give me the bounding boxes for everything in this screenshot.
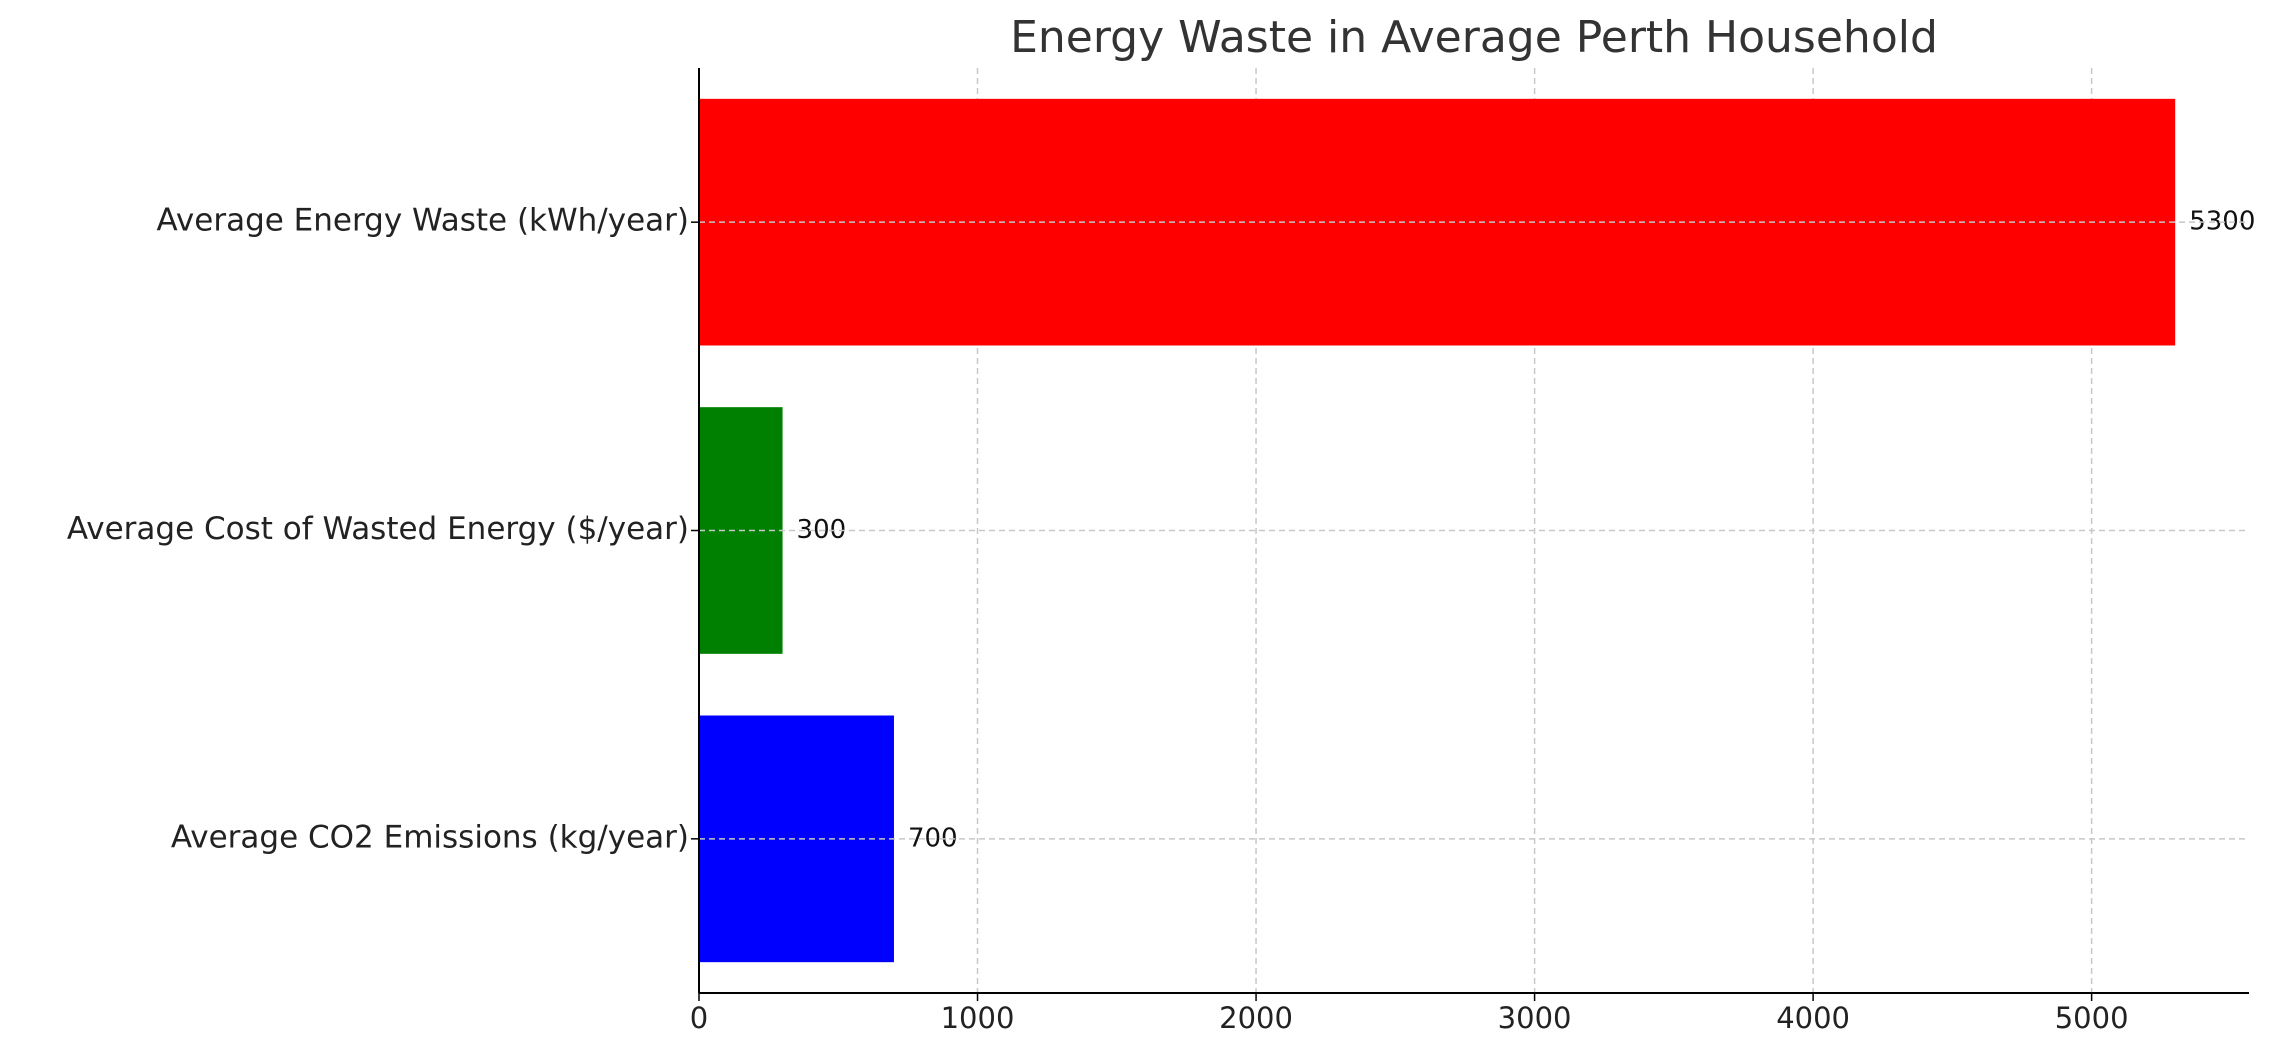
x-tick-label: 0 bbox=[690, 1001, 708, 1035]
x-tick-label: 2000 bbox=[1219, 1001, 1293, 1035]
x-tick-label: 5000 bbox=[2055, 1001, 2129, 1035]
x-tick-label: 1000 bbox=[941, 1001, 1015, 1035]
chart-title: Energy Waste in Average Perth Household bbox=[1010, 12, 1938, 63]
x-tick-label: 4000 bbox=[1776, 1001, 1850, 1035]
x-tick-label: 3000 bbox=[1498, 1001, 1572, 1035]
y-tick-label: Average CO2 Emissions (kg/year) bbox=[171, 819, 689, 855]
y-tick-label: Average Cost of Wasted Energy ($/year) bbox=[67, 511, 689, 547]
y-tick-label: Average Energy Waste (kWh/year) bbox=[157, 203, 689, 239]
